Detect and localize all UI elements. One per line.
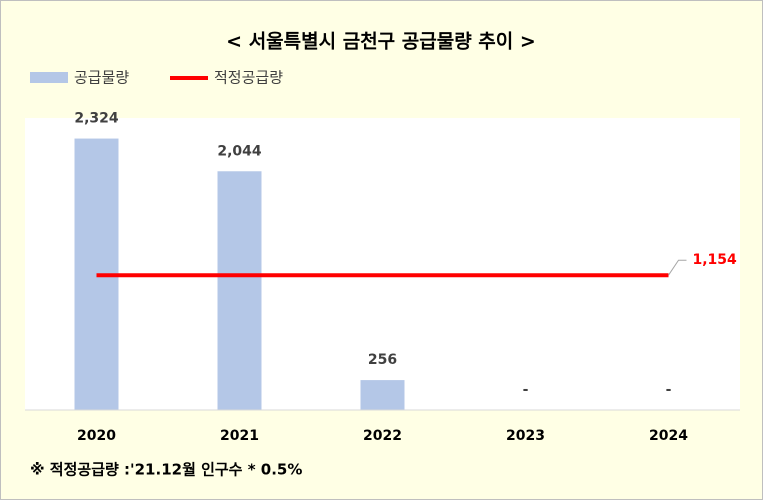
data-label: - — [523, 382, 529, 398]
footnote: ※ 적정공급량 :'21.12월 인구수 * 0.5% — [30, 461, 302, 479]
data-label: 256 — [368, 352, 397, 368]
legend-swatch — [30, 72, 68, 83]
chart-title: < 서울특별시 금천구 공급물량 추이 > — [226, 31, 536, 53]
plot-area — [25, 118, 740, 410]
bar — [217, 171, 262, 410]
data-label: 2,324 — [74, 111, 119, 127]
legend-label: 적정공급량 — [214, 69, 283, 87]
data-label: 2,044 — [217, 143, 262, 159]
bar — [360, 380, 405, 410]
data-label: 1,154 — [693, 252, 738, 268]
x-tick-label: 2022 — [363, 428, 402, 444]
x-tick-label: 2020 — [77, 428, 116, 444]
leader-line — [668, 259, 687, 276]
x-tick-label: 2024 — [649, 428, 688, 444]
x-tick-label: 2023 — [506, 428, 545, 444]
legend-label: 공급물량 — [74, 69, 129, 87]
x-tick-label: 2021 — [220, 428, 259, 444]
data-label: - — [666, 382, 672, 398]
